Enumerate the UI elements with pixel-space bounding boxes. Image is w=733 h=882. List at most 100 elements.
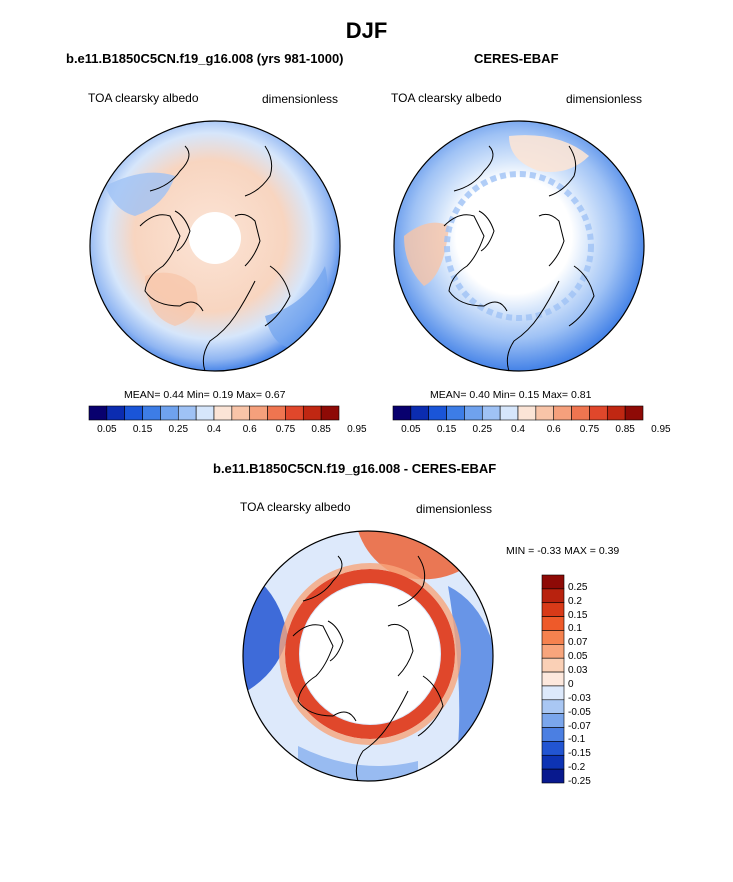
diff-colorbar-tick-label: 0.1 <box>568 623 582 635</box>
figure-title: DJF <box>345 18 388 43</box>
obs-colorbar-tick-label: 0.05 <box>401 424 421 435</box>
model-polar-map <box>89 120 341 372</box>
diff-panel-title: b.e11.B1850C5CN.f19_g16.008 - CERES-EBAF <box>213 461 497 476</box>
diff-min-value: -0.33 <box>537 545 562 557</box>
obs-colorbar-swatch <box>392 405 412 421</box>
model-panel-title: b.e11.B1850C5CN.f19_g16.008 (yrs 981-100… <box>66 51 344 66</box>
diff-units-label: dimensionless <box>416 502 493 516</box>
diff-colorbar-swatch <box>541 741 565 756</box>
obs-mean-value: 0.40 <box>469 389 490 401</box>
model-colorbar-tick-label: 0.85 <box>311 424 331 435</box>
obs-colorbar <box>392 405 644 421</box>
model-colorbar <box>88 405 340 421</box>
diff-colorbar-swatch <box>541 768 565 784</box>
diff-variable-label: TOA clearsky albedo <box>240 500 351 514</box>
model-colorbar-swatch <box>213 405 233 421</box>
diff-colorbar-tick-label: -0.07 <box>568 720 591 732</box>
obs-mean-label: MEAN= <box>430 389 467 401</box>
obs-polar-map <box>393 120 645 372</box>
model-colorbar-tick-label: 0.25 <box>168 424 189 435</box>
diff-colorbar-tick-label: -0.1 <box>568 734 586 746</box>
obs-max-value: 0.81 <box>570 389 592 401</box>
obs-colorbar-tick-label: 0.15 <box>436 424 457 435</box>
diff-colorbar-tick-label: 0.07 <box>568 637 588 649</box>
obs-colorbar-swatch <box>464 405 483 421</box>
diff-polar-map <box>242 530 494 782</box>
obs-variable-label: TOA clearsky albedo <box>391 91 502 105</box>
obs-colorbar-swatch <box>446 405 465 421</box>
model-colorbar-swatch <box>285 405 304 421</box>
model-colorbar-swatch <box>320 405 340 421</box>
model-colorbar-swatch <box>106 405 126 421</box>
model-colorbar-swatch <box>195 405 215 421</box>
obs-colorbar-tick-label: 0.4 <box>511 424 525 435</box>
obs-stats: MEAN= 0.40 Min= 0.15 Max= 0.81 <box>430 389 591 401</box>
model-colorbar-tick-label: 0.15 <box>132 424 153 435</box>
obs-colorbar-tick-label: 0.75 <box>579 424 600 435</box>
model-mean-value: 0.44 <box>163 389 184 401</box>
obs-colorbar-swatch <box>410 405 430 421</box>
diff-colorbar-tick-label: -0.05 <box>568 706 591 718</box>
model-max-value: 0.67 <box>264 389 286 401</box>
obs-colorbar-swatch <box>428 405 447 421</box>
diff-colorbar-tick-label: -0.25 <box>568 776 591 787</box>
model-colorbar-swatch <box>302 405 322 421</box>
diff-colorbar-swatch <box>541 616 565 631</box>
obs-min-label: Min= <box>492 389 516 401</box>
obs-panel-title: CERES-EBAF <box>474 51 559 66</box>
model-colorbar-swatch <box>177 405 197 421</box>
diff-colorbar-tick-label: 0.25 <box>568 581 588 593</box>
diff-colorbar-swatch <box>541 630 565 645</box>
obs-colorbar-tick-label: 0.95 <box>651 424 671 435</box>
diff-colorbar-swatch <box>541 699 565 714</box>
diff-max-label: MAX = <box>564 545 596 557</box>
model-colorbar-swatch <box>231 405 251 421</box>
model-colorbar-swatch <box>267 405 286 421</box>
model-colorbar-tick-label: 0.95 <box>347 424 367 435</box>
obs-colorbar-tick-label: 0.25 <box>472 424 493 435</box>
diff-colorbar-swatch <box>541 685 565 701</box>
obs-colorbar-swatch <box>535 405 555 421</box>
obs-units-label: dimensionless <box>566 92 643 106</box>
model-colorbar-swatch <box>142 405 161 421</box>
diff-colorbar-tick-label: 0.03 <box>568 665 588 677</box>
diff-colorbar-swatch <box>541 588 565 604</box>
obs-colorbar-tick-label: 0.85 <box>615 424 635 435</box>
obs-colorbar-tick-label: 0.6 <box>546 424 561 435</box>
model-colorbar-swatch <box>124 405 143 421</box>
diff-colorbar-tick-label: 0 <box>568 678 574 690</box>
model-min-label: Min= <box>186 389 210 401</box>
obs-min-value: 0.15 <box>518 389 540 401</box>
model-colorbar-swatch <box>88 405 108 421</box>
diff-colorbar-tick-label: 0.2 <box>568 595 582 607</box>
model-colorbar-tick-label: 0.05 <box>97 424 117 435</box>
diff-colorbar-tick-label: -0.03 <box>568 692 591 704</box>
model-polar-gap <box>189 212 241 264</box>
model-mean-label: MEAN= <box>124 389 161 401</box>
diff-colorbar-swatch <box>541 713 565 728</box>
diff-colorbar-tick-label: -0.15 <box>568 748 591 760</box>
diff-colorbar-swatch <box>541 574 565 590</box>
model-variable-label: TOA clearsky albedo <box>88 91 199 105</box>
obs-colorbar-swatch <box>553 405 572 421</box>
diff-min-label: MIN = <box>506 545 535 557</box>
obs-colorbar-swatch <box>606 405 626 421</box>
diff-colorbar-tick-label: -0.2 <box>568 762 586 774</box>
model-colorbar-tick-label: 0.4 <box>207 424 221 435</box>
obs-colorbar-swatch <box>624 405 644 421</box>
model-max-label: Max= <box>236 389 263 401</box>
diff-colorbar-swatch <box>541 657 565 673</box>
obs-colorbar-swatch <box>499 405 519 421</box>
obs-colorbar-swatch <box>571 405 590 421</box>
obs-colorbar-swatch <box>589 405 608 421</box>
diff-colorbar <box>541 574 565 784</box>
diff-colorbar-swatch <box>541 644 565 659</box>
model-min-value: 0.19 <box>212 389 234 401</box>
diff-colorbar-swatch <box>541 727 565 742</box>
diff-colorbar-tick-label: 0.15 <box>568 609 588 621</box>
obs-colorbar-swatch <box>481 405 501 421</box>
model-colorbar-tick-label: 0.75 <box>275 424 296 435</box>
diff-colorbar-swatch <box>541 754 565 770</box>
model-colorbar-swatch <box>249 405 268 421</box>
diff-max-value: 0.39 <box>598 545 620 557</box>
